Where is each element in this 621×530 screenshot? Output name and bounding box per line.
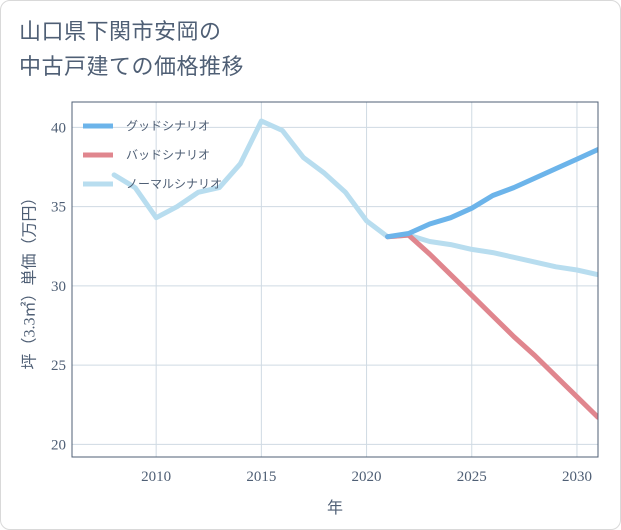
x-tick-label: 2030 bbox=[562, 469, 592, 485]
x-tick-label: 2025 bbox=[457, 469, 487, 485]
y-tick-label: 25 bbox=[51, 358, 66, 374]
y-axis-label: 坪（3.3㎡）単価（万円） bbox=[21, 189, 39, 369]
plot-frame bbox=[71, 101, 599, 458]
x-tick-label: 2015 bbox=[246, 469, 276, 485]
legend-label-0: グッドシナリオ bbox=[126, 119, 210, 133]
y-tick-label: 35 bbox=[51, 200, 66, 216]
grid bbox=[72, 102, 598, 457]
chart-title-line-2: 中古戸建ての価格推移 bbox=[19, 55, 245, 80]
series-lines bbox=[111, 118, 598, 420]
y-tick-label: 30 bbox=[51, 279, 66, 295]
y-tick-label: 20 bbox=[51, 437, 66, 453]
series-line-2 bbox=[111, 118, 598, 278]
series-line-0 bbox=[385, 147, 598, 240]
series-line-1 bbox=[385, 232, 598, 420]
x-tick-label: 2020 bbox=[352, 469, 382, 485]
legend-label-1: バッドシナリオ bbox=[126, 148, 210, 162]
chart-title: 山口県下関市安岡の 中古戸建ての価格推移 bbox=[19, 15, 244, 85]
chart-title-line-1: 山口県下関市安岡の bbox=[19, 20, 222, 45]
x-axis-label: 年 bbox=[327, 499, 343, 517]
x-tick-label: 2010 bbox=[141, 469, 171, 485]
y-tick-label: 40 bbox=[51, 120, 66, 136]
legend-label-2: ノーマルシナリオ bbox=[126, 177, 222, 191]
